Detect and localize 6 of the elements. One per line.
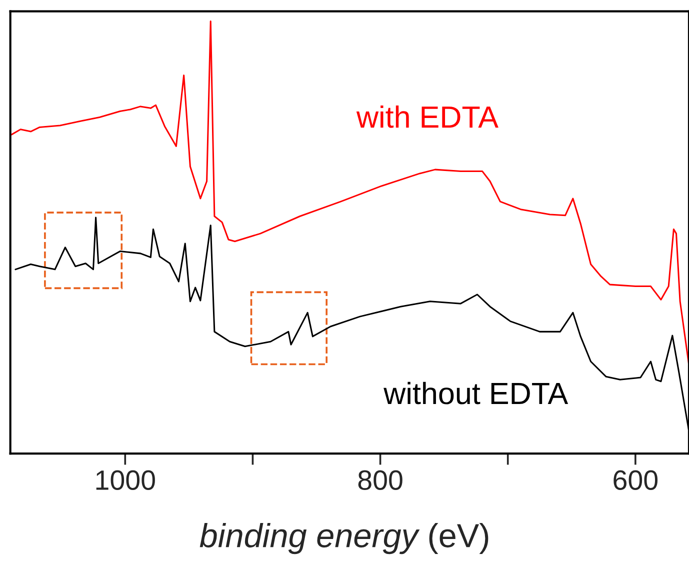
x-tick-label: 800 bbox=[358, 470, 402, 490]
series-label: without EDTA bbox=[384, 382, 568, 404]
x-tick-label: 1000 bbox=[96, 470, 155, 490]
series-label: with EDTA bbox=[356, 105, 498, 128]
x-axis-title: binding energy (eV) bbox=[200, 523, 488, 554]
x-tick-label: 600 bbox=[614, 470, 658, 490]
